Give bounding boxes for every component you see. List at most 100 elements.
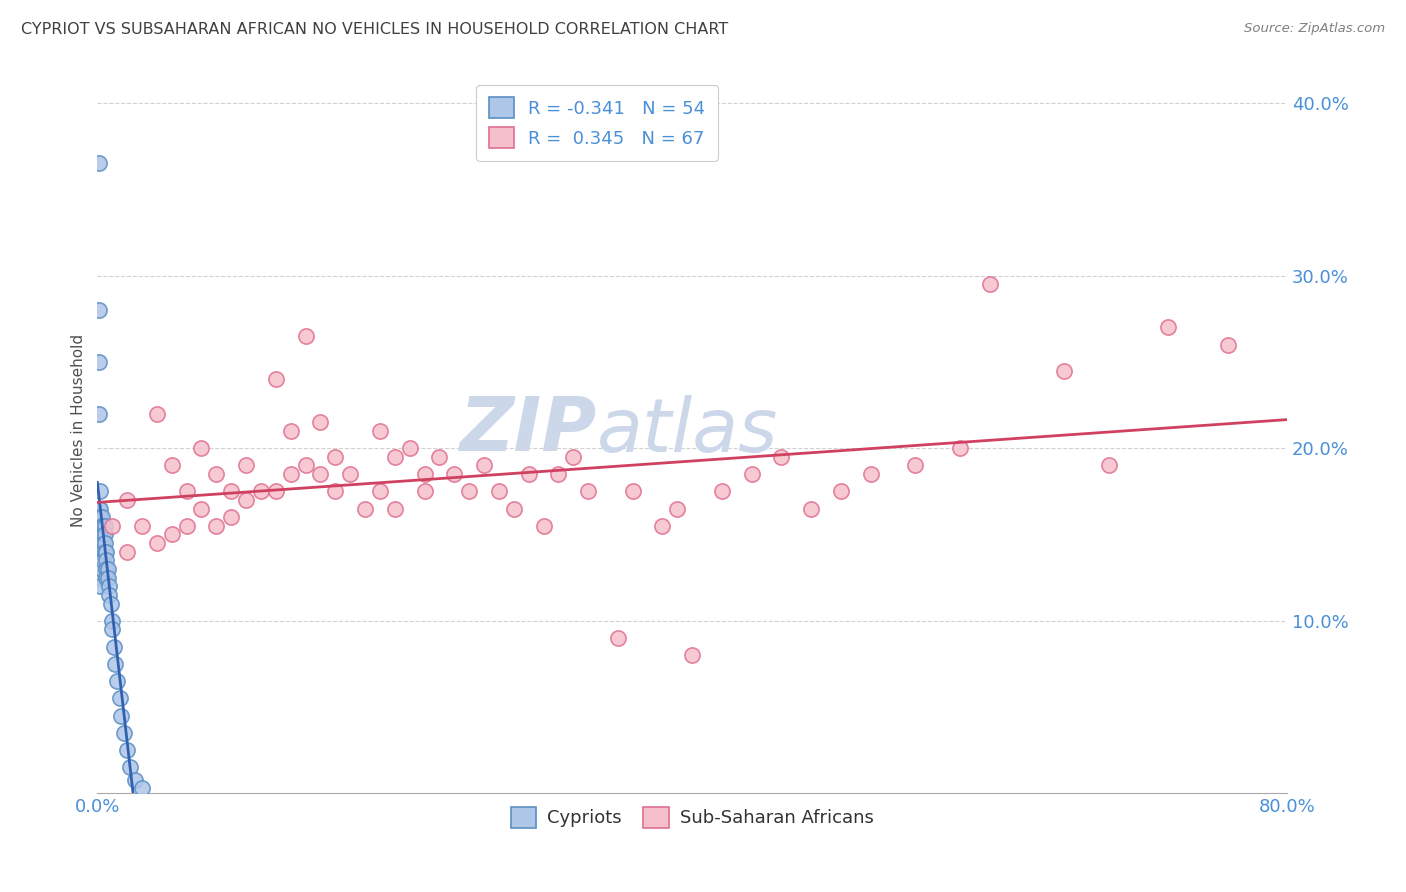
Point [458,484,481,499]
Point [87,562,110,576]
Point [429,450,451,464]
Point [89,519,111,533]
Point [904,458,927,473]
Point [1097,458,1119,473]
Point [96,571,118,585]
Point [98,588,121,602]
Point [120,760,142,774]
Point [443,467,465,481]
Point [176,484,198,499]
Point [90,545,112,559]
Point [770,450,793,464]
Point [96,553,118,567]
Point [115,743,138,757]
Point [91,545,114,559]
Point [368,484,391,499]
Point [90,519,112,533]
Point [309,415,332,429]
Point [651,519,673,533]
Point [339,467,361,481]
Point [323,484,346,499]
Point [250,484,273,499]
Point [280,467,302,481]
Point [979,277,1001,292]
Point [124,772,146,787]
Point [413,484,436,499]
Point [90,510,112,524]
Point [146,536,169,550]
Point [949,441,972,455]
Point [681,648,703,663]
Point [398,441,420,455]
Point [105,674,128,689]
Point [91,519,114,533]
Point [97,562,120,576]
Point [235,492,257,507]
Point [547,467,569,481]
Point [219,484,242,499]
Text: ZIP: ZIP [460,394,598,467]
Point [413,467,436,481]
Point [146,407,169,421]
Point [90,562,112,576]
Point [112,726,135,740]
Point [190,501,212,516]
Point [160,458,183,473]
Point [1053,363,1076,377]
Point [90,536,112,550]
Point [309,467,332,481]
Point [89,579,111,593]
Point [859,467,882,481]
Point [517,467,540,481]
Point [264,484,287,499]
Point [219,510,242,524]
Point [89,553,111,567]
Point [87,303,110,318]
Point [98,579,121,593]
Point [96,562,118,576]
Legend: Cypriots, Sub-Saharan Africans: Cypriots, Sub-Saharan Africans [503,800,880,835]
Point [87,355,110,369]
Point [91,553,114,567]
Point [89,562,111,576]
Point [800,501,823,516]
Point [131,519,153,533]
Point [488,484,510,499]
Point [103,640,125,654]
Point [91,536,114,550]
Point [323,450,346,464]
Point [101,519,124,533]
Point [94,519,117,533]
Point [666,501,689,516]
Point [89,571,111,585]
Point [100,597,122,611]
Point [90,527,112,541]
Point [176,519,198,533]
Point [87,407,110,421]
Point [115,492,138,507]
Point [235,458,257,473]
Point [160,527,183,541]
Point [533,519,555,533]
Point [576,484,599,499]
Point [101,614,124,628]
Point [710,484,733,499]
Point [96,545,118,559]
Point [94,527,117,541]
Point [131,781,153,796]
Point [205,467,228,481]
Point [264,372,287,386]
Point [368,424,391,438]
Point [1157,320,1180,334]
Point [205,519,228,533]
Point [91,527,114,541]
Point [606,631,628,645]
Text: Source: ZipAtlas.com: Source: ZipAtlas.com [1244,22,1385,36]
Point [1216,337,1239,351]
Point [741,467,763,481]
Point [280,424,302,438]
Point [94,545,117,559]
Point [190,441,212,455]
Point [87,545,110,559]
Point [87,156,110,170]
